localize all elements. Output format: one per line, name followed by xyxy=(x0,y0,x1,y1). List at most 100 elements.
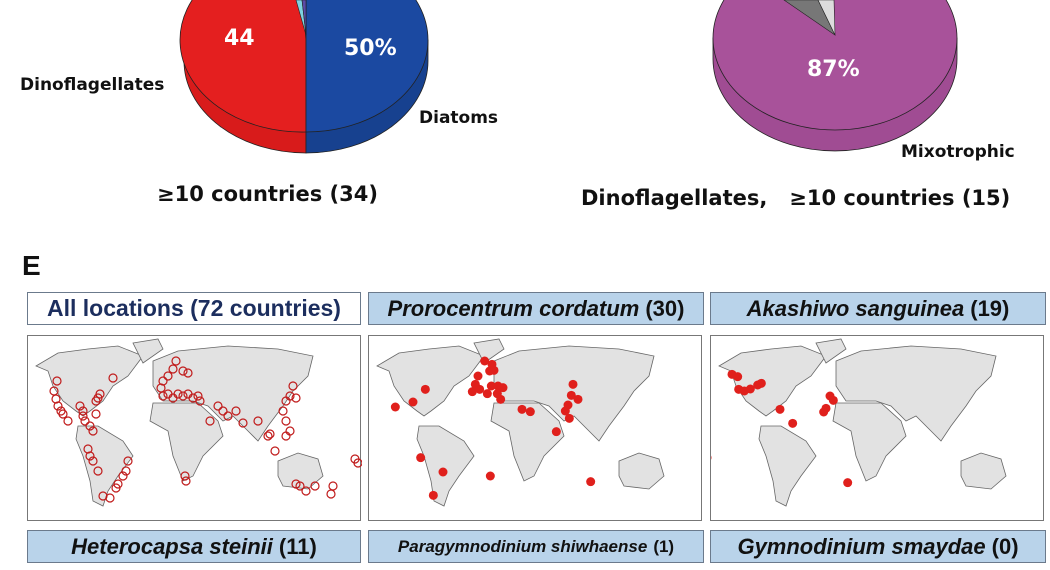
landmass-south-america xyxy=(758,425,817,507)
location-marker xyxy=(295,481,305,491)
location-marker xyxy=(53,401,63,411)
location-marker xyxy=(745,384,755,394)
location-marker xyxy=(788,418,798,428)
location-marker xyxy=(195,396,205,406)
location-marker xyxy=(482,389,492,399)
pie-left-value-diatoms: 50% xyxy=(344,36,397,61)
location-marker xyxy=(85,451,95,461)
pie-right-title: Dinoflagellates, ≥10 countries (15) xyxy=(581,186,1011,210)
species-count: (0) xyxy=(991,533,1019,559)
pie-right-legend-mixotrophic: Mixotrophic xyxy=(901,142,1015,162)
map-prorocentrum-cordatum xyxy=(368,335,702,521)
species-name: Paragymnodinium shiwhaense xyxy=(397,536,648,556)
location-marker xyxy=(88,426,98,436)
location-marker xyxy=(278,406,288,416)
location-marker xyxy=(301,486,311,496)
location-marker xyxy=(525,407,535,417)
landmass-south-america xyxy=(75,425,134,507)
location-marker xyxy=(91,396,101,406)
landmass-australia xyxy=(618,452,665,490)
species-count: (1) xyxy=(653,536,675,556)
location-marker xyxy=(78,411,88,421)
location-marker xyxy=(281,416,291,426)
location-marker xyxy=(733,372,743,382)
landmass-north-america xyxy=(718,345,827,417)
landmass-eurasia xyxy=(152,345,314,442)
location-marker xyxy=(105,493,115,503)
pie-slice-mixotrophic xyxy=(712,0,958,131)
landmass-eurasia xyxy=(835,345,997,442)
location-marker xyxy=(75,401,85,411)
location-marker xyxy=(560,406,570,416)
location-marker xyxy=(281,431,291,441)
location-marker xyxy=(281,396,291,406)
location-marker xyxy=(178,366,188,376)
location-marker xyxy=(108,373,118,383)
location-marker xyxy=(205,416,215,426)
location-marker xyxy=(496,394,506,404)
location-marker xyxy=(390,402,400,412)
map-all-locations xyxy=(27,335,362,521)
location-marker xyxy=(91,409,101,419)
location-marker xyxy=(111,483,121,493)
pie-slice-other-light xyxy=(817,0,836,36)
location-marker xyxy=(181,476,191,486)
location-marker xyxy=(498,383,508,393)
label-paragymnodinium: Paragymnodinium shiwhaense (1) xyxy=(368,530,704,563)
location-marker xyxy=(85,421,95,431)
location-marker xyxy=(123,456,133,466)
species-name: Akashiwo sanguinea xyxy=(746,295,965,321)
location-marker xyxy=(819,407,829,417)
location-marker xyxy=(263,431,273,441)
location-marker xyxy=(265,429,275,439)
panel-label: E xyxy=(22,250,41,281)
location-marker xyxy=(756,378,766,388)
location-marker xyxy=(270,446,280,456)
species-name: Prorocentrum cordatum xyxy=(387,295,640,321)
location-marker xyxy=(564,413,574,423)
species-name: Heterocapsa steinii xyxy=(71,533,273,559)
location-marker xyxy=(171,356,181,366)
location-marker xyxy=(88,456,98,466)
label-gymnodinium: Gymnodinium smaydae (0) xyxy=(710,530,1046,563)
map-title-akashiwo: Akashiwo sanguinea (19) xyxy=(710,292,1046,325)
location-marker xyxy=(711,455,712,460)
location-marker xyxy=(328,481,338,491)
location-marker xyxy=(173,389,183,399)
pie-slice-diatoms xyxy=(305,0,429,133)
location-marker xyxy=(223,411,233,421)
pie-slice-dinoflagellates xyxy=(179,0,307,133)
pie-slice-other-2 xyxy=(301,0,307,36)
label-heterocapsa: Heterocapsa steinii (11) xyxy=(27,530,361,563)
pie-right-value-mixotrophic: 87% xyxy=(807,57,860,82)
location-marker xyxy=(566,390,576,400)
landmass-south-america xyxy=(416,425,475,507)
location-marker xyxy=(310,481,320,491)
landmass-north-america xyxy=(376,345,485,417)
location-marker xyxy=(485,471,495,481)
location-marker xyxy=(420,384,430,394)
location-marker xyxy=(118,471,128,481)
landmass-africa xyxy=(490,402,565,482)
location-marker xyxy=(213,401,223,411)
location-marker xyxy=(163,371,173,381)
location-marker xyxy=(467,387,477,397)
location-marker xyxy=(775,404,785,414)
location-marker xyxy=(253,416,263,426)
map-title-all-locations: All locations (72 countries) xyxy=(27,292,361,325)
species-name: Gymnodinium smaydae xyxy=(737,533,986,559)
location-marker xyxy=(473,371,483,381)
species-count: (19) xyxy=(970,295,1010,321)
location-marker xyxy=(93,466,103,476)
location-marker xyxy=(353,458,362,468)
location-marker xyxy=(231,406,241,416)
location-marker xyxy=(475,384,485,394)
location-marker xyxy=(517,404,527,414)
location-marker xyxy=(288,381,298,391)
location-marker xyxy=(428,490,438,500)
pie-left xyxy=(179,0,429,154)
pie-charts xyxy=(179,0,958,154)
pie-left-title: ≥10 countries (34) xyxy=(157,182,378,206)
pie-left-value-dinoflagellates: 44 xyxy=(224,26,255,51)
species-count: (30) xyxy=(645,295,685,321)
